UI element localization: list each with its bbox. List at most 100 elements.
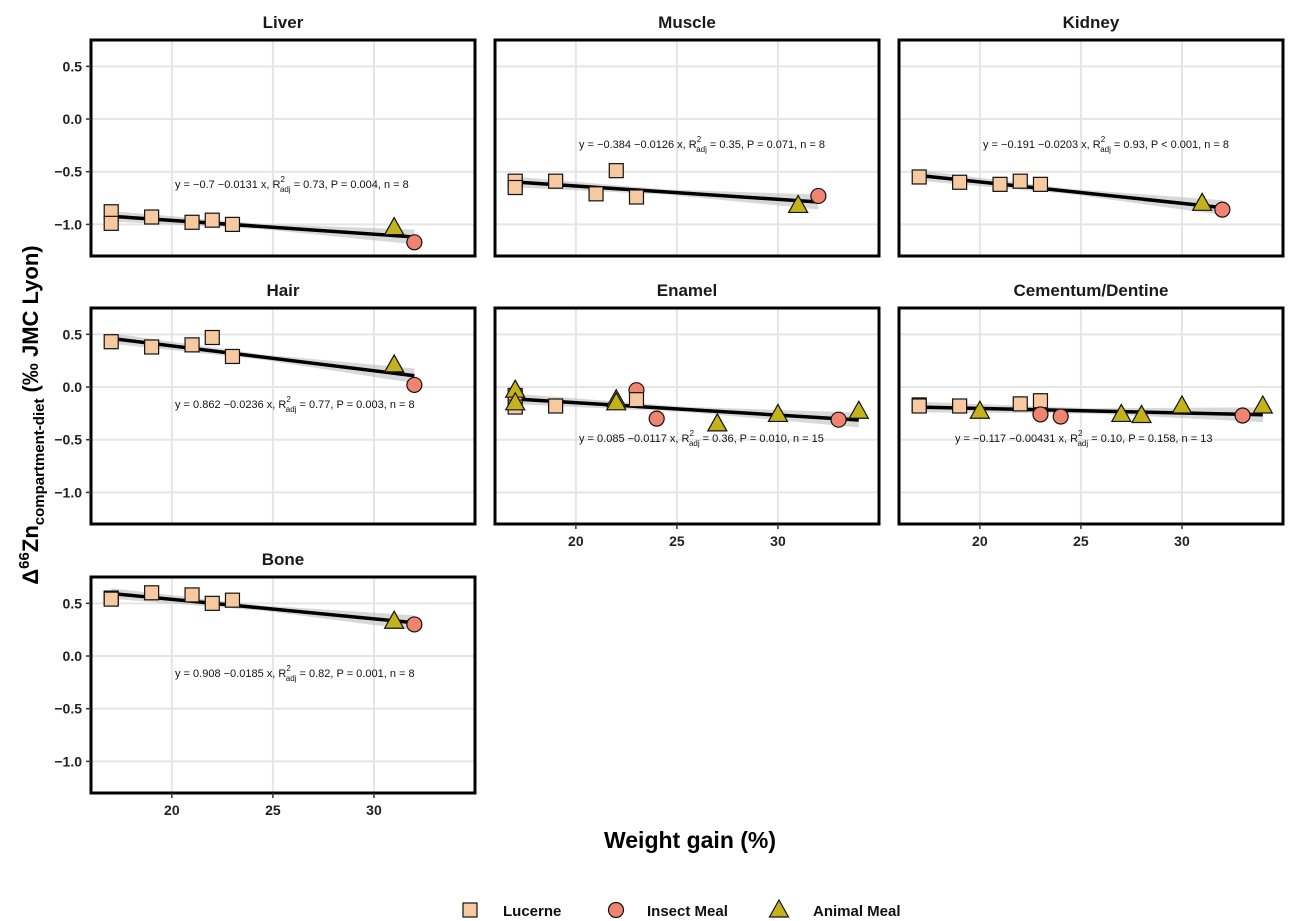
y-tick-label: −0.5 — [54, 164, 82, 180]
panel-liver: Liver y = −0.7 −0.0131 x, R2 adj = 0.73, P… — [54, 13, 477, 258]
panel-frame — [89, 575, 477, 795]
panel-kidney: Kidney y = −0.191 −0.0203 x, R2 adj = 0.93… — [897, 13, 1285, 258]
x-tick-label: 25 — [669, 533, 685, 549]
equation-stats: = 0.93, P < 0.001, n = 8 — [1111, 139, 1229, 151]
equation-superscript: 2 — [281, 175, 286, 184]
data-point-lucerne — [184, 337, 200, 353]
panel-frame — [493, 38, 881, 258]
y-axis-title: Δ66Zncompartment-diet (‰ JMC Lyon) — [16, 245, 48, 584]
equation-stats: = 0.73, P = 0.004, n = 8 — [291, 179, 409, 191]
regression-line — [111, 591, 415, 625]
equation-text: y = −0.384 −0.0126 x, R — [579, 139, 697, 151]
regression-equation: y = −0.117 −0.00431 x, R2 adj = 0.10, P =… — [955, 429, 1212, 448]
data-point-insect-meal — [1214, 201, 1231, 218]
data-point-insect-meal — [1032, 406, 1049, 423]
data-point-lucerne — [628, 392, 645, 408]
panel-title: Bone — [262, 550, 305, 569]
panel-frame — [897, 306, 1285, 526]
y-axis-title-subscript: compartment-diet — [31, 399, 48, 526]
equation-stats: = 0.35, P = 0.071, n = 8 — [707, 139, 825, 151]
data-point-lucerne — [184, 587, 200, 603]
panel-muscle: Muscle y = −0.384 −0.0126 x, R2 adj = 0.35… — [493, 13, 881, 258]
data-point-lucerne — [144, 339, 160, 355]
data-point-lucerne — [224, 216, 241, 232]
panel-enamel: Enamel y = 0.085 −0.0117 x, R2 adj = 0.36,… — [493, 281, 881, 549]
data-point-lucerne — [1012, 173, 1028, 189]
panel-cementum-dentine: Cementum/Dentine y = −0.117 −0.00431 x, R… — [897, 281, 1285, 549]
equation-stats: = 0.10, P = 0.158, n = 13 — [1088, 433, 1212, 445]
data-point-lucerne — [507, 179, 523, 196]
y-axis-title-suffix: (‰ JMC Lyon) — [18, 245, 43, 398]
x-tick-label: 30 — [770, 533, 786, 549]
legend: Lucerne Insect Meal Animal Meal — [462, 898, 901, 920]
data-point-lucerne — [103, 215, 119, 231]
y-tick-label: −1.0 — [54, 753, 82, 769]
data-point-insect-meal — [1234, 407, 1251, 424]
data-point-lucerne — [608, 163, 624, 179]
data-point-lucerne — [184, 214, 200, 230]
equation-subscript: adj — [280, 185, 291, 194]
data-point-animal-meal — [848, 400, 870, 419]
equation-stats: = 0.82, P = 0.001, n = 8 — [296, 668, 414, 680]
panel-background — [495, 40, 879, 256]
regression-line — [515, 397, 859, 422]
equation-stats: = 0.77, P = 0.003, n = 8 — [296, 399, 414, 411]
data-point-animal-meal — [1131, 404, 1153, 424]
y-tick-label: 0.5 — [63, 326, 83, 342]
regression-equation: y = −0.384 −0.0126 x, R2 adj = 0.35, P = … — [579, 135, 825, 154]
equation-text: y = −0.191 −0.0203 x, R — [983, 139, 1101, 151]
regression-line — [919, 173, 1223, 210]
y-axis-title-superscript: 66 — [16, 552, 33, 569]
data-point-lucerne — [224, 592, 241, 608]
data-point-lucerne — [204, 329, 220, 346]
panel-hair: Hair y = 0.862 −0.0236 x, R2 adj = 0.77, P… — [54, 281, 477, 526]
data-point-insect-meal — [406, 376, 423, 394]
data-point-animal-meal — [1171, 394, 1193, 414]
data-point-lucerne — [992, 176, 1008, 192]
data-point-animal-meal — [605, 391, 627, 411]
legend-label: Lucerne — [503, 903, 561, 920]
equation-subscript: adj — [1100, 145, 1111, 154]
equation-superscript: 2 — [1078, 429, 1083, 438]
y-tick-label: −1.0 — [54, 216, 82, 232]
data-point-animal-meal — [787, 194, 809, 214]
equation-superscript: 2 — [286, 395, 291, 404]
panel-frame — [897, 38, 1285, 258]
data-point-insect-meal — [1052, 408, 1069, 425]
equation-subscript: adj — [689, 439, 700, 448]
data-point-animal-meal — [1252, 394, 1274, 414]
legend-symbol-lucerne — [462, 902, 478, 918]
data-point-animal-meal — [969, 400, 991, 419]
regression-line — [515, 180, 819, 204]
data-point-lucerne — [144, 585, 160, 601]
data-point-insect-meal — [406, 234, 423, 251]
data-point-animal-meal — [504, 391, 526, 411]
regression-line — [110, 336, 415, 378]
data-point-insect-meal — [810, 187, 827, 205]
regression-equation: y = 0.908 −0.0185 x, R2 adj = 0.82, P = 0… — [175, 664, 415, 683]
equation-subscript: adj — [696, 145, 707, 154]
regression-equation: y = 0.862 −0.0236 x, R2 adj = 0.77, P = 0… — [175, 395, 415, 414]
legend-symbol-insect-meal — [607, 901, 625, 919]
regression-equation: y = −0.191 −0.0203 x, R2 adj = 0.93, P < … — [983, 135, 1229, 154]
equation-superscript: 2 — [286, 664, 291, 673]
data-point-lucerne — [1032, 393, 1049, 409]
x-tick-label: 20 — [164, 802, 180, 818]
equation-text: y = 0.862 −0.0236 x, R — [175, 399, 286, 411]
data-point-lucerne — [911, 169, 927, 185]
data-point-lucerne — [548, 398, 564, 414]
panel-frame — [493, 306, 881, 526]
data-point-animal-meal — [706, 412, 728, 432]
equation-superscript: 2 — [689, 429, 694, 438]
data-point-animal-meal — [383, 610, 405, 629]
x-tick-label: 30 — [366, 802, 382, 818]
panel-bone: Bone y = 0.908 −0.0185 x, R2 adj = 0.82, P… — [54, 550, 477, 818]
legend-symbol-animal-meal — [768, 898, 790, 918]
equation-subscript: adj — [286, 674, 297, 683]
data-point-lucerne — [628, 189, 645, 205]
data-point-insect-meal — [830, 411, 847, 428]
legend-label: Animal Meal — [813, 903, 901, 920]
panel-title: Kidney — [1063, 13, 1120, 32]
data-point-lucerne — [144, 209, 160, 225]
equation-superscript: 2 — [697, 135, 702, 144]
